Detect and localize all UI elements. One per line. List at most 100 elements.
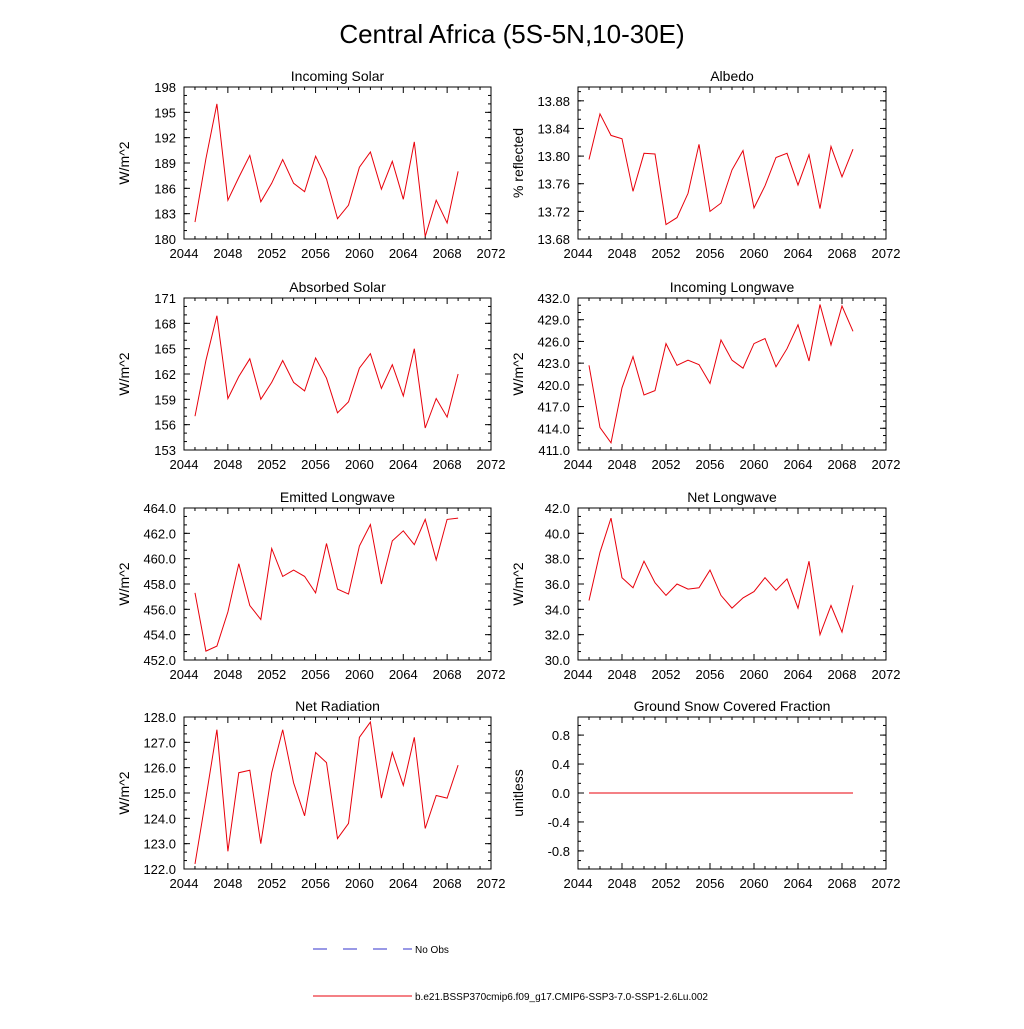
y-tick-label: 156 <box>154 418 176 433</box>
y-tick-label: 186 <box>154 181 176 196</box>
plot-frame <box>183 716 492 870</box>
y-tick-label: 162 <box>154 367 176 382</box>
y-tick-label: 168 <box>154 316 176 331</box>
y-tick-label: 420.0 <box>537 378 570 393</box>
x-tick-label: 2056 <box>301 876 330 891</box>
series-line <box>588 517 854 637</box>
panel-title: Net Radiation <box>295 698 380 714</box>
y-tick-label: 198 <box>154 80 176 95</box>
x-tick-label: 2048 <box>213 876 242 891</box>
x-tick-label: 2068 <box>433 876 462 891</box>
x-tick-label: 2048 <box>608 457 637 472</box>
y-tick-label: 0.8 <box>552 728 570 743</box>
y-tick-label: 458.0 <box>143 577 176 592</box>
x-tick-label: 2044 <box>564 876 593 891</box>
x-tick-label: 2068 <box>828 667 857 682</box>
panel-title: Absorbed Solar <box>289 279 386 295</box>
panel-title: Net Longwave <box>687 489 777 505</box>
y-tick-label: 13.72 <box>537 204 570 219</box>
x-tick-label: 2048 <box>608 246 637 261</box>
x-tick-label: 2056 <box>696 876 725 891</box>
x-tick-label: 2068 <box>433 457 462 472</box>
panel-4: Incoming Longwave W/m^2 2044 2048 2052 2056 20… <box>510 279 900 472</box>
x-tick-label: 2052 <box>257 876 286 891</box>
y-tick-label: 411.0 <box>538 443 570 458</box>
y-tick-label: 36.0 <box>545 577 570 592</box>
x-tick-label: 2072 <box>872 246 901 261</box>
x-tick-label: 2072 <box>477 246 506 261</box>
x-tick-label: 2068 <box>828 457 857 472</box>
y-tick-label: 0.0 <box>552 786 570 801</box>
y-tick-label: 192 <box>154 131 176 146</box>
y-tick-label: 426.0 <box>537 334 570 349</box>
panels: Incoming Solar W/m^2 2044 2048 2052 2056 2060 2… <box>116 68 900 891</box>
legend: No Obs b.e21.BSSP370cmip6.f09_g17.CMIP6-… <box>313 945 708 1003</box>
y-tick-label: 13.76 <box>537 177 570 192</box>
y-tick-label: 460.0 <box>143 552 176 567</box>
x-tick-label: 2056 <box>696 667 725 682</box>
y-axis-label: unitless <box>510 769 526 816</box>
x-tick-label: 2056 <box>696 246 725 261</box>
x-tick-label: 2072 <box>477 457 506 472</box>
plot-frame <box>577 86 887 240</box>
plot-frame <box>183 507 492 661</box>
y-tick-label: 42.0 <box>545 501 570 516</box>
x-tick-label: 2044 <box>564 246 593 261</box>
x-tick-label: 2064 <box>389 667 418 682</box>
x-tick-label: 2052 <box>652 246 681 261</box>
x-tick-label: 2060 <box>740 246 769 261</box>
x-tick-label: 2048 <box>213 667 242 682</box>
plot-frame <box>577 507 887 661</box>
x-tick-label: 2052 <box>652 876 681 891</box>
y-axis-label: W/m^2 <box>510 352 526 395</box>
y-tick-label: 189 <box>154 156 176 171</box>
y-tick-label: -0.4 <box>548 815 570 830</box>
y-tick-label: 462.0 <box>143 526 176 541</box>
x-tick-label: 2072 <box>872 667 901 682</box>
y-tick-label: 40.0 <box>545 526 570 541</box>
y-tick-label: 183 <box>154 207 176 222</box>
y-tick-label: 13.88 <box>537 94 570 109</box>
x-tick-label: 2068 <box>433 246 462 261</box>
panel-6: Net Longwave W/m^2 2044 2048 2052 2056 2060 206… <box>510 489 900 682</box>
plot-frame <box>183 86 492 240</box>
series-line <box>194 103 459 237</box>
x-tick-label: 2068 <box>433 667 462 682</box>
y-tick-label: 153 <box>154 443 176 458</box>
x-tick-label: 2052 <box>257 667 286 682</box>
x-tick-label: 2060 <box>345 246 374 261</box>
y-axis-label: W/m^2 <box>116 352 132 395</box>
y-tick-label: 423.0 <box>537 356 570 371</box>
x-tick-label: 2064 <box>389 876 418 891</box>
x-tick-label: 2072 <box>477 667 506 682</box>
y-tick-label: 127.0 <box>143 735 176 750</box>
panel-title: Albedo <box>710 68 754 84</box>
panel-title: Ground Snow Covered Fraction <box>634 698 831 714</box>
x-tick-label: 2060 <box>740 457 769 472</box>
y-axis-label: W/m^2 <box>116 771 132 814</box>
y-tick-label: 13.84 <box>537 121 570 136</box>
panel-title: Emitted Longwave <box>280 489 395 505</box>
series-line <box>194 720 459 864</box>
x-tick-label: 2048 <box>608 667 637 682</box>
x-tick-label: 2072 <box>872 457 901 472</box>
y-tick-label: 34.0 <box>545 602 570 617</box>
x-tick-label: 2044 <box>170 457 199 472</box>
y-tick-label: 126.0 <box>143 761 176 776</box>
legend-label-no-obs: No Obs <box>415 945 449 956</box>
y-axis-label: W/m^2 <box>116 141 132 184</box>
x-tick-label: 2044 <box>564 457 593 472</box>
y-tick-label: 432.0 <box>537 291 570 306</box>
x-tick-label: 2056 <box>301 246 330 261</box>
y-tick-label: 464.0 <box>143 501 176 516</box>
x-tick-label: 2060 <box>740 667 769 682</box>
y-tick-label: 454.0 <box>143 628 176 643</box>
panel-7: Net Radiation W/m^2 2044 2048 2052 2056 2060 20… <box>116 698 505 891</box>
y-tick-label: 195 <box>154 105 176 120</box>
x-tick-label: 2068 <box>828 876 857 891</box>
x-tick-label: 2064 <box>389 457 418 472</box>
x-tick-label: 2064 <box>784 876 813 891</box>
y-tick-label: 456.0 <box>143 602 176 617</box>
y-tick-label: 165 <box>154 342 176 357</box>
